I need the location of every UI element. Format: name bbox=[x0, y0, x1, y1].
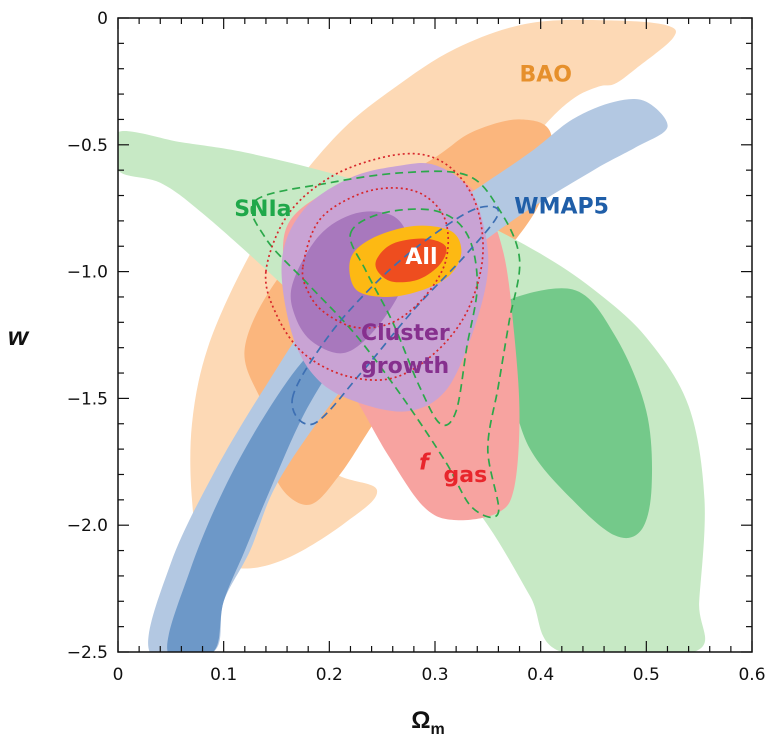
outline-wmap-dash bbox=[291, 205, 500, 426]
x-tick-label: 0.2 bbox=[316, 665, 343, 685]
confidence-regions bbox=[118, 19, 706, 652]
x-tick-label: 0.6 bbox=[738, 665, 765, 685]
x-tick-label: 0.3 bbox=[421, 665, 448, 685]
outline-fgas-dot-inner bbox=[301, 187, 450, 329]
region-all-inner bbox=[375, 238, 447, 283]
region-wmap-inner bbox=[167, 317, 357, 652]
y-tick-label: −1.0 bbox=[67, 263, 108, 283]
x-axis-title-sub: m bbox=[431, 721, 445, 738]
annotation-bao: BAO bbox=[520, 62, 573, 87]
axis-ticks bbox=[117, 17, 753, 653]
x-tick-label: 0.5 bbox=[633, 665, 660, 685]
y-tick-label: 0 bbox=[97, 9, 108, 29]
outline-sn-dash-inner bbox=[349, 208, 479, 427]
y-axis-title: w bbox=[8, 321, 30, 351]
annotation-cluster: Cluster bbox=[361, 321, 450, 346]
outline-fgas-dot-outer bbox=[264, 152, 484, 381]
x-tick-label: 0 bbox=[113, 665, 124, 685]
annotation-growth: growth bbox=[361, 354, 449, 379]
region-sn-inner bbox=[490, 288, 653, 539]
annotation-snia: SNIa bbox=[234, 197, 291, 222]
x-tick-label: 0.4 bbox=[527, 665, 554, 685]
y-tick-label: −2.0 bbox=[67, 516, 108, 536]
x-axis-title: Ωm bbox=[411, 707, 444, 738]
y-tick-label: −0.5 bbox=[67, 136, 108, 156]
annotation-all: All bbox=[405, 245, 437, 270]
tick-labels: 0 0.1 0.2 0.3 0.4 0.5 0.6 0 −0.5 −1.0 −1.5 −2.0 −2.5 bbox=[67, 9, 766, 685]
annotation-gas: gas bbox=[444, 463, 488, 488]
y-tick-label: −1.5 bbox=[67, 389, 108, 409]
annotation-wmap5: WMAP5 bbox=[514, 194, 609, 219]
contour-outlines bbox=[250, 152, 521, 519]
y-tick-label: −2.5 bbox=[67, 643, 108, 663]
x-tick-label: 0.1 bbox=[210, 665, 237, 685]
outline-sn-dash-outer bbox=[250, 170, 521, 519]
annotation-f: f bbox=[419, 450, 431, 475]
